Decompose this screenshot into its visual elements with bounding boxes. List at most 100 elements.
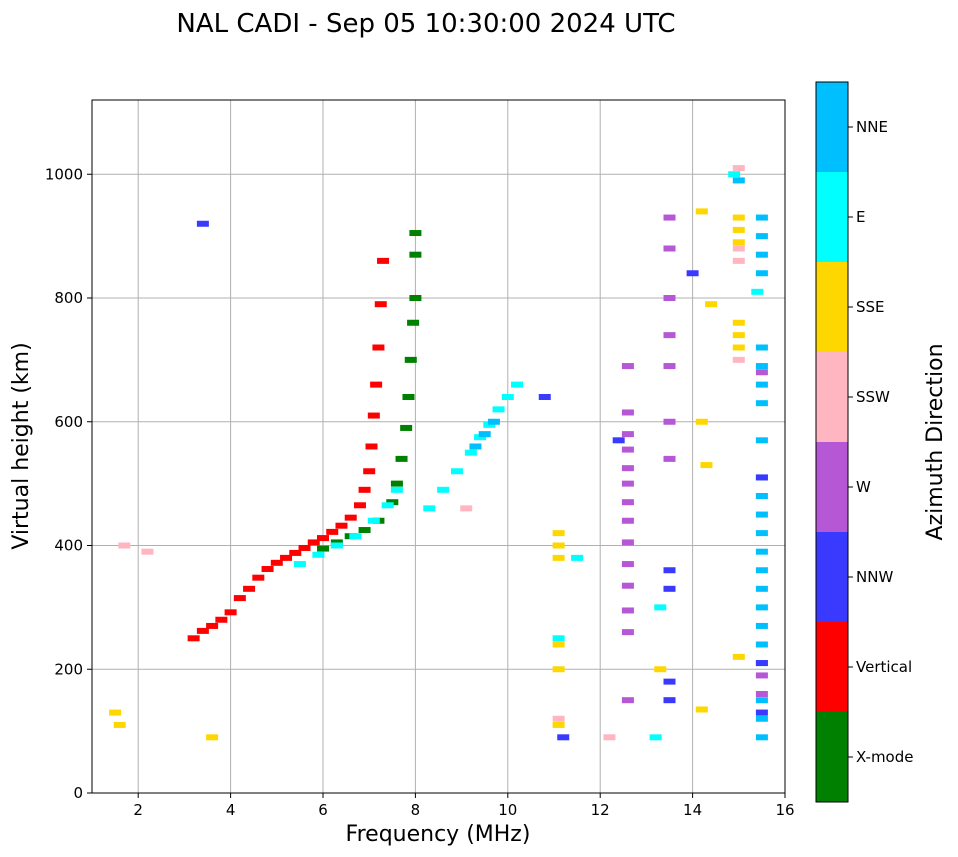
data-point xyxy=(732,165,745,172)
data-point xyxy=(196,627,209,634)
y-axis-label: Virtual height (km) xyxy=(9,342,34,549)
x-tick-label: 2 xyxy=(133,801,143,819)
x-tick-label: 10 xyxy=(498,801,517,819)
colorbar-label: Azimuth Direction xyxy=(923,343,948,540)
data-point xyxy=(326,528,339,535)
x-axis: 2 4 6 8 10 12 14 16 xyxy=(133,793,795,819)
data-point xyxy=(370,381,383,388)
data-point xyxy=(206,622,219,629)
data-point xyxy=(450,468,463,475)
colorbar-segment xyxy=(816,532,848,622)
data-point xyxy=(353,502,366,509)
data-point xyxy=(367,412,380,419)
data-point xyxy=(663,455,676,462)
colorbar-tick-label: SSW xyxy=(856,388,890,406)
data-point xyxy=(571,554,584,561)
data-point xyxy=(621,561,634,568)
data-point xyxy=(511,381,524,388)
data-point xyxy=(118,542,131,549)
data-point xyxy=(621,363,634,370)
data-point xyxy=(261,566,274,573)
data-point xyxy=(755,474,768,481)
data-point xyxy=(755,691,768,697)
colorbar-tick-label: SSE xyxy=(856,298,885,316)
data-point xyxy=(732,332,745,339)
x-tick-label: 4 xyxy=(226,801,236,819)
data-marks xyxy=(109,165,768,741)
data-point xyxy=(755,344,768,351)
data-point xyxy=(663,295,676,301)
data-point xyxy=(557,734,570,741)
data-point xyxy=(552,641,565,648)
data-point xyxy=(109,709,122,716)
colorbar-segment xyxy=(816,352,848,442)
data-point xyxy=(755,437,768,444)
trace-e xyxy=(293,171,764,741)
y-tick-label: 800 xyxy=(54,289,83,307)
data-point xyxy=(663,567,676,574)
data-point xyxy=(335,522,348,529)
data-point xyxy=(289,549,302,556)
colorbar-segment xyxy=(816,262,848,352)
data-point xyxy=(464,449,477,456)
data-point xyxy=(755,369,768,376)
data-point xyxy=(649,734,662,741)
data-point xyxy=(395,455,408,462)
colorbar-tick-label: Vertical xyxy=(856,658,912,676)
data-point xyxy=(552,666,565,673)
data-point xyxy=(755,548,768,555)
data-point xyxy=(755,493,768,499)
data-point xyxy=(552,542,565,549)
data-point xyxy=(705,301,718,308)
data-point xyxy=(460,505,473,512)
data-point xyxy=(755,709,768,716)
trace-vertical xyxy=(187,257,390,642)
data-point xyxy=(755,400,768,407)
x-tick-label: 6 xyxy=(318,801,328,819)
data-point xyxy=(621,539,634,546)
data-point xyxy=(663,697,676,704)
data-point xyxy=(374,301,387,308)
trace-ssw xyxy=(118,165,745,741)
data-point xyxy=(755,251,768,258)
colorbar-segment xyxy=(816,172,848,262)
data-point xyxy=(621,607,634,614)
data-point xyxy=(492,406,505,413)
plot-frame xyxy=(91,99,786,794)
data-point xyxy=(483,421,496,428)
x-tick-label: 14 xyxy=(683,801,702,819)
data-point xyxy=(552,715,565,722)
data-point xyxy=(663,418,676,425)
data-point xyxy=(732,214,745,221)
data-point xyxy=(755,363,768,370)
data-point xyxy=(700,462,713,469)
y-tick-label: 200 xyxy=(54,660,83,678)
colorbar-tick-label: W xyxy=(856,478,871,496)
data-point xyxy=(187,635,200,642)
trace-nnw xyxy=(196,220,768,741)
data-point xyxy=(621,499,634,506)
data-point xyxy=(755,734,768,741)
data-point xyxy=(224,609,237,616)
data-point xyxy=(755,567,768,574)
colorbar-segment xyxy=(816,82,848,172)
data-point xyxy=(654,604,667,611)
data-point xyxy=(552,721,565,728)
data-point xyxy=(233,595,246,602)
grid-lines xyxy=(92,100,786,794)
data-point xyxy=(330,542,343,549)
data-point xyxy=(400,424,413,431)
data-point xyxy=(695,208,708,215)
data-point xyxy=(732,257,745,264)
data-point xyxy=(663,245,676,252)
colorbar-segment xyxy=(816,622,848,712)
data-point xyxy=(732,344,745,351)
data-point xyxy=(621,431,634,438)
trace-sse xyxy=(109,208,745,741)
colorbar-frame xyxy=(815,81,849,803)
data-point xyxy=(404,356,417,363)
data-point xyxy=(377,257,390,264)
data-point xyxy=(603,734,616,741)
data-point xyxy=(663,678,676,685)
data-point xyxy=(206,734,219,741)
